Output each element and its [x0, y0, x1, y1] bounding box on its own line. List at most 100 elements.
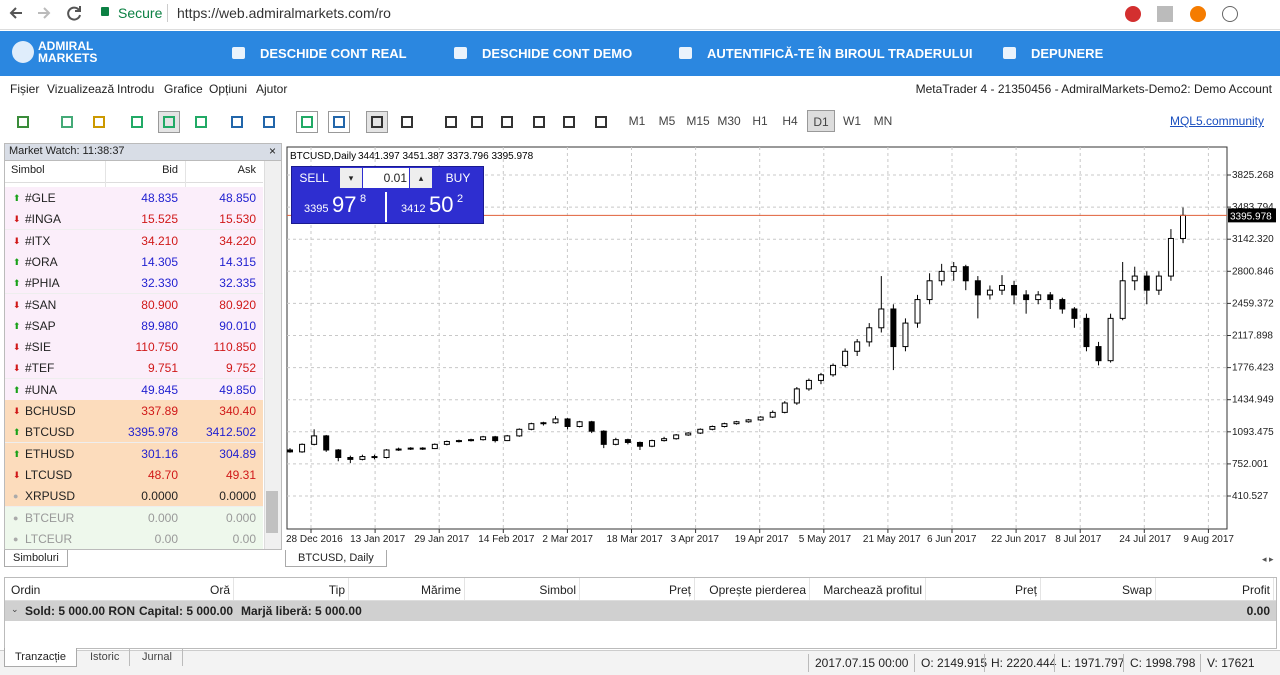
nav-icon: [232, 47, 245, 59]
timeframe-button[interactable]: M30: [717, 114, 741, 128]
timeframe-button[interactable]: MN: [873, 114, 893, 128]
menu-item[interactable]: Ajutor: [256, 82, 288, 96]
tool-button[interactable]: [88, 111, 110, 133]
symbol: #SAP: [25, 318, 56, 333]
direction-arrow: ●: [13, 533, 19, 544]
timeframe-button[interactable]: D1: [807, 110, 835, 132]
toolbar: M1 M5 M15 M30 H1 H4 D1 W1 MN MQL5.community: [0, 103, 1280, 139]
tool-button[interactable]: [558, 111, 580, 133]
chart-tab[interactable]: BTCUSD, Daily: [285, 550, 387, 567]
nav-link[interactable]: DEPUNERE: [1031, 46, 1104, 61]
x-tick-label: 2 Mar 2017: [542, 534, 593, 545]
header-line: [5, 182, 263, 183]
price-big[interactable]: 97: [332, 192, 357, 217]
candle-body: [914, 299, 921, 324]
tab-scroll[interactable]: ◂ ▸: [1262, 554, 1274, 564]
candle-body: [564, 418, 571, 427]
tool-button[interactable]: [56, 111, 78, 133]
menu-item[interactable]: Opțiuni: [209, 82, 248, 96]
balance-text: Capital: 5 000.00: [139, 604, 234, 618]
menu-item[interactable]: Introdu: [117, 82, 155, 96]
lot-up[interactable]: ▴: [410, 168, 432, 188]
tool-button[interactable]: [366, 111, 388, 133]
price-big[interactable]: 50: [429, 192, 454, 217]
tool-button[interactable]: [12, 111, 34, 133]
tool-button[interactable]: [466, 111, 488, 133]
timeframe-button[interactable]: W1: [843, 114, 861, 128]
nav-link[interactable]: DESCHIDE CONT DEMO: [482, 46, 633, 61]
price-small[interactable]: 3395: [304, 203, 329, 215]
url[interactable]: https://web.admiralmarkets.com/ro: [177, 5, 391, 21]
candle-body: [830, 364, 837, 376]
candle-body: [612, 439, 619, 445]
symbol: XRPUSD: [25, 489, 76, 504]
timeframe-button[interactable]: M15: [686, 114, 710, 128]
tool-button[interactable]: [590, 111, 612, 133]
price-sup[interactable]: 8: [360, 193, 367, 205]
terminal-tab[interactable]: Tranzacție: [4, 648, 77, 667]
tool-button[interactable]: [496, 111, 518, 133]
tool-button[interactable]: [190, 111, 212, 133]
y-tick-label: 1776.423: [1232, 363, 1274, 374]
timeframe-button[interactable]: M1: [628, 114, 646, 128]
bid: 0.000: [147, 510, 178, 525]
buy-button[interactable]: BUY: [445, 171, 471, 185]
back-button[interactable]: [9, 7, 22, 19]
timeframe-button[interactable]: H1: [752, 114, 768, 128]
symbol: LTCEUR: [25, 531, 73, 546]
tool-button[interactable]: [126, 111, 148, 133]
status-divider: [1054, 654, 1055, 672]
scrollbar[interactable]: [264, 161, 281, 549]
column-header: Ask: [237, 164, 256, 176]
terminal-tab[interactable]: Istoric: [80, 648, 131, 666]
ask: 34.220: [219, 233, 256, 248]
lot-down[interactable]: ▾: [340, 168, 362, 188]
tool-button[interactable]: [396, 111, 418, 133]
extension[interactable]: [1125, 6, 1141, 22]
nav-link[interactable]: DESCHIDE CONT REAL: [260, 46, 407, 61]
timeframe-button[interactable]: H4: [782, 114, 798, 128]
menu-item[interactable]: Fișier: [10, 82, 40, 96]
status-divider: [808, 654, 809, 672]
close-button[interactable]: ×: [268, 144, 276, 158]
menu-item[interactable]: Vizualizează: [47, 82, 115, 96]
price-sup[interactable]: 2: [457, 193, 464, 205]
extension[interactable]: [1157, 6, 1173, 22]
menu-item[interactable]: Grafice: [164, 82, 203, 96]
candle-body: [890, 308, 897, 348]
forward-button[interactable]: [38, 7, 51, 19]
nav-link[interactable]: AUTENTIFICĂ-TE ÎN BIROUL TRADERULUI: [707, 46, 973, 61]
candle-body: [395, 448, 402, 451]
extension[interactable]: [1190, 6, 1206, 22]
tool-button[interactable]: [226, 111, 248, 133]
column-header: Profit: [1241, 583, 1270, 597]
x-tick-label: 13 Jan 2017: [350, 534, 405, 545]
mql5-link[interactable]: MQL5.community: [1169, 114, 1264, 128]
candle-body: [1083, 317, 1090, 348]
terminal-tab[interactable]: Jurnal: [132, 648, 183, 666]
sell-button[interactable]: SELL: [299, 171, 329, 185]
tool-button[interactable]: [328, 111, 350, 133]
reload-button[interactable]: [67, 6, 81, 21]
bid: 0.00: [154, 531, 178, 546]
tool-button[interactable]: [258, 111, 280, 133]
timeframe-button[interactable]: M5: [658, 114, 676, 128]
candle-body: [769, 411, 776, 418]
ask: 48.850: [219, 191, 256, 205]
price-small[interactable]: 3412: [401, 203, 426, 215]
tool-button[interactable]: [158, 111, 180, 133]
symbol: BTCUSD: [25, 425, 75, 440]
market-watch-tab[interactable]: Simboluri: [4, 550, 68, 567]
symbol-row[interactable]: [5, 527, 263, 549]
tool-button[interactable]: [440, 111, 462, 133]
logo[interactable]: ADMIRAL MARKETS: [38, 40, 97, 64]
scroll-thumb[interactable]: [266, 491, 278, 533]
tool-button[interactable]: [528, 111, 550, 133]
y-tick-label: 1434.949: [1232, 395, 1274, 406]
column-header: Oră: [209, 583, 230, 597]
column-header: Mărime: [420, 583, 461, 597]
tool-button[interactable]: [296, 111, 318, 133]
lot-input[interactable]: 0.01: [363, 168, 409, 188]
direction-arrow: ⬇: [13, 342, 21, 353]
extension[interactable]: [1222, 6, 1238, 22]
